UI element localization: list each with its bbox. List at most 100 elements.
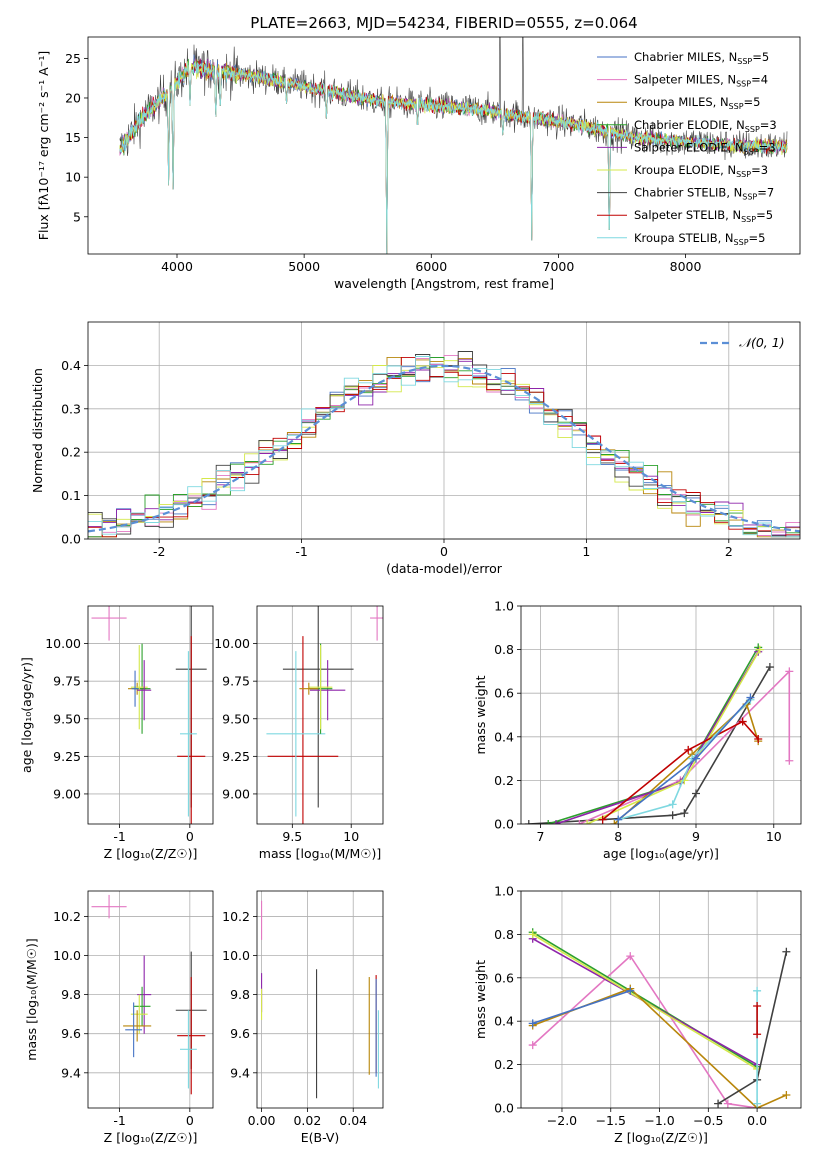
errorbar-point	[266, 651, 326, 817]
errorbar-point	[123, 1010, 152, 1042]
y-axis-label: mass [log₁₀(M/M☉)]	[24, 938, 39, 1060]
subplot-age-vs-Z: -1 0 9.00 9.25 9.50 9.75 10.00 Z [log₁₀(Z/Z☉)] a…	[19, 605, 214, 861]
plot-frame	[87, 890, 214, 1109]
legend-label-sub: SSP	[744, 147, 759, 156]
y-tick-label: 10.0	[222, 948, 250, 963]
series-chabrier-stelib	[714, 947, 791, 1108]
series-line	[532, 954, 758, 1108]
x-tick-label: 0.04	[339, 1113, 367, 1128]
subplot-massweight-vs-age: 7 8 9 10 0.0 0.2 0.4 0.6 0.8 1.0 age [log₁₀(age/yr…	[473, 599, 802, 861]
y-tick-label: 0.0	[61, 532, 81, 547]
series-marker	[753, 1002, 762, 1011]
legend-label-sub: SSP	[745, 125, 760, 134]
plot-area	[88, 351, 800, 538]
spectrum-line-salpeter-elodie	[119, 58, 788, 254]
normal-curve	[88, 364, 800, 533]
y-tick-label: 9.25	[53, 749, 81, 764]
series-marker	[753, 986, 762, 995]
plot-area	[91, 894, 207, 1095]
errorbar-point	[179, 1010, 197, 1089]
y-tick-label: 9.4	[61, 1065, 81, 1080]
x-tick-label: 9	[692, 829, 700, 844]
y-tick-label: 0.6	[494, 970, 514, 985]
series-marker	[524, 820, 533, 824]
plot-area	[119, 37, 788, 254]
y-tick-label: 9.75	[53, 674, 81, 689]
x-tick-label: -1	[295, 544, 307, 559]
x-axis-label: E(B-V)	[301, 1130, 340, 1145]
x-tick-label: −1.0	[644, 1113, 674, 1128]
series-marker	[598, 815, 607, 824]
legend-label-text: Kroupa STELIB, N	[634, 231, 734, 245]
y-axis-label: mass weight	[473, 960, 488, 1039]
plot-area	[524, 643, 794, 824]
legend-label: Salpeter STELIB, NSSP=5	[634, 208, 773, 224]
series-marker	[544, 820, 553, 824]
y-tick-label: 0.6	[494, 686, 514, 701]
y-tick-label: 10.2	[222, 909, 250, 924]
x-tick-label: −1.5	[596, 1113, 626, 1128]
x-axis-label: wavelength [Angstrom, rest frame]	[334, 276, 554, 291]
errorbar-point	[91, 606, 127, 641]
legend-label: Chabrier MILES, NSSP=5	[634, 50, 769, 66]
series-marker	[738, 717, 747, 726]
series-line	[547, 647, 759, 824]
legend-label: Chabrier ELODIE, NSSP=3	[634, 118, 777, 134]
series-marker	[528, 1041, 537, 1050]
x-tick-label: 8	[614, 829, 622, 844]
series-marker	[782, 947, 791, 956]
series-marker	[583, 820, 592, 824]
x-tick-label: 8000	[670, 259, 702, 274]
subplot-mass-vs-Z: -1 0 9.4 9.6 9.8 10.0 10.2 Z [log₁₀(Z/Z☉)] mass …	[24, 890, 214, 1145]
x-axis-label: Z [log₁₀(Z/Z☉)]	[104, 846, 198, 861]
x-tick-label: 7	[536, 829, 544, 844]
legend-label: Salpeter ELODIE, NSSP=3	[634, 140, 776, 156]
y-tick-label: 20	[65, 90, 81, 105]
y-tick-label: 1.0	[494, 884, 514, 899]
subplot-age-vs-mass: 9.5 10 9.00 9.25 9.50 9.75 10.00 mass [log₁₀(M/…	[214, 605, 384, 861]
legend-label-suffix: =5	[756, 208, 773, 222]
plot-area	[261, 900, 379, 1099]
x-tick-label: -2	[153, 544, 165, 559]
legend-label-text: Salpeter ELODIE, N	[634, 140, 744, 154]
series-marker	[680, 809, 689, 818]
series-marker	[626, 986, 635, 995]
x-tick-label: 9.5	[282, 829, 302, 844]
y-tick-label: 0.8	[494, 642, 514, 657]
errorbar-point	[179, 651, 197, 817]
y-tick-label: 15	[65, 130, 81, 145]
legend-label-sub: SSP	[736, 80, 751, 89]
legend-label: Chabrier STELIB, NSSP=7	[634, 186, 774, 202]
series-chabrier-elodie	[528, 928, 762, 1071]
y-tick-label: 9.6	[230, 1026, 250, 1041]
x-tick-label: 0	[440, 544, 448, 559]
series-marker	[765, 663, 774, 672]
series-marker	[782, 1090, 791, 1099]
y-tick-label: 5	[73, 209, 81, 224]
x-tick-label: 0.02	[293, 1113, 321, 1128]
y-tick-label: 9.75	[222, 674, 250, 689]
series-marker	[714, 1099, 723, 1108]
series-salpeter-elodie	[552, 647, 763, 824]
errorbar-point	[370, 606, 383, 641]
y-axis-label: age [log₁₀(age/yr)]	[19, 657, 34, 773]
x-tick-label: 0.00	[248, 1113, 276, 1128]
y-tick-label: 9.4	[230, 1065, 250, 1080]
series-marker	[753, 1030, 762, 1039]
legend-label-text: Kroupa ELODIE, N	[634, 163, 736, 177]
legend-label: 𝒩(0, 1)	[739, 335, 785, 350]
series-line	[532, 990, 631, 1025]
x-tick-label: −0.5	[693, 1113, 723, 1128]
series-marker	[692, 789, 700, 798]
series-marker	[753, 1099, 762, 1108]
legend-label-text: Salpeter MILES, N	[634, 73, 736, 87]
x-tick-label: 10	[343, 829, 359, 844]
y-tick-label: 1.0	[494, 599, 514, 614]
legend-label-text: Chabrier ELODIE, N	[634, 118, 745, 132]
y-tick-label: 0.0	[494, 817, 514, 832]
spectrum-line-salpeter-stelib	[119, 59, 788, 254]
plot-frame	[520, 890, 802, 1109]
x-tick-label: 6000	[415, 259, 447, 274]
x-tick-label: 10	[766, 829, 782, 844]
